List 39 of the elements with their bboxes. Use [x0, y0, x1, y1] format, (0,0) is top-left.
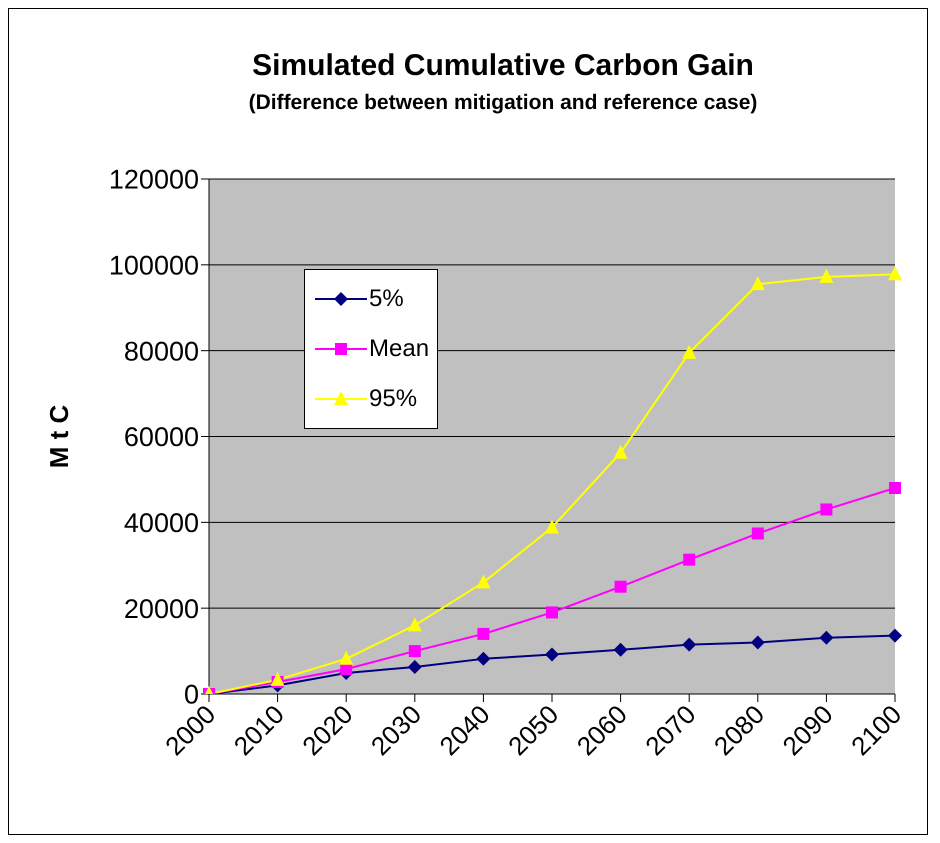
y-tick-label: 20000: [124, 594, 199, 624]
point: [889, 482, 901, 494]
point: [820, 503, 832, 516]
point: [750, 636, 765, 650]
y-tick-label: 60000: [124, 422, 199, 452]
point: [476, 652, 490, 666]
point: [888, 628, 902, 643]
point: [408, 645, 421, 658]
point: [545, 519, 559, 534]
point: [614, 580, 627, 593]
y-tick-label: 80000: [124, 336, 199, 366]
point: [545, 648, 559, 662]
y-tick-label: 120000: [108, 164, 199, 195]
point: [408, 660, 422, 674]
y-axis-title: M t C: [44, 404, 74, 468]
point: [682, 638, 696, 652]
legend-label: Mean: [369, 335, 430, 363]
y-tick-label: 100000: [108, 250, 199, 280]
point: [682, 344, 696, 359]
point: [408, 617, 422, 632]
point: [819, 268, 834, 283]
chart-subtitle: (Difference between mitigation and reference case): [248, 91, 758, 115]
y-tick-label: 40000: [124, 508, 199, 538]
point: [614, 444, 628, 459]
chart-title: Simulated Cumulative Carbon Gain: [251, 49, 755, 83]
point: [819, 630, 834, 645]
legend-label: 5%: [369, 285, 404, 313]
point: [477, 628, 490, 640]
point: [546, 606, 558, 618]
y-tick-label: 0: [184, 680, 199, 710]
point: [614, 642, 628, 657]
point: [750, 276, 765, 290]
point: [270, 672, 285, 686]
point: [476, 574, 490, 588]
point: [888, 266, 902, 280]
legend-label: 95%: [369, 385, 418, 413]
point: [752, 527, 764, 540]
point: [683, 554, 696, 566]
point: [339, 650, 354, 665]
